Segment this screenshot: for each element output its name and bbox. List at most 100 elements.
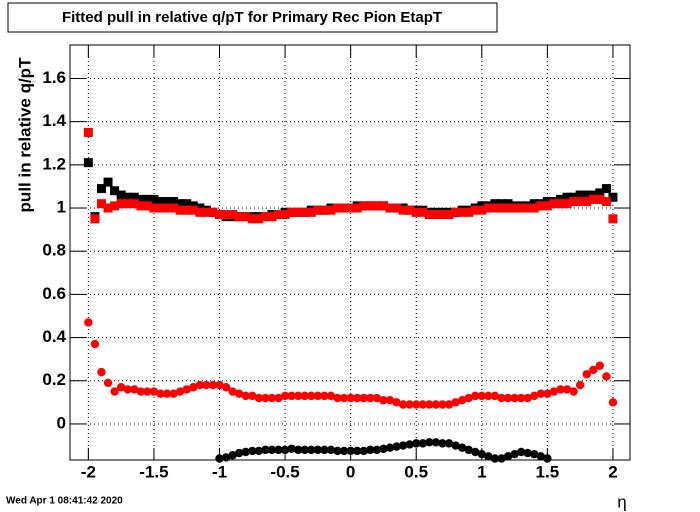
marker: [451, 441, 460, 450]
marker: [103, 378, 113, 388]
marker: [477, 391, 487, 401]
marker: [129, 199, 139, 209]
marker: [280, 445, 290, 455]
marker: [477, 205, 487, 215]
marker: [123, 385, 132, 394]
marker: [339, 393, 349, 403]
marker: [110, 201, 120, 211]
marker: [201, 207, 211, 217]
marker: [569, 387, 578, 396]
marker: [215, 380, 224, 390]
marker: [202, 380, 211, 390]
marker: [149, 203, 159, 213]
marker: [221, 209, 231, 219]
marker: [123, 192, 133, 202]
marker: [582, 190, 592, 200]
marker: [208, 207, 218, 217]
marker: [353, 393, 362, 403]
marker: [438, 400, 447, 409]
marker: [221, 383, 231, 392]
marker: [96, 199, 106, 209]
marker: [339, 203, 349, 213]
marker: [595, 194, 605, 204]
marker: [379, 395, 388, 405]
y-tick-label: 1.6: [42, 68, 66, 87]
marker: [280, 391, 290, 401]
marker: [457, 395, 467, 405]
marker: [116, 190, 126, 200]
marker: [333, 446, 342, 456]
x-tick-label: -1.5: [139, 462, 168, 481]
marker: [254, 214, 264, 224]
marker: [319, 205, 329, 215]
marker: [188, 205, 198, 215]
marker: [155, 203, 165, 213]
marker: [530, 391, 539, 401]
marker: [575, 190, 585, 200]
marker: [543, 389, 552, 398]
marker: [326, 391, 336, 401]
marker: [339, 446, 349, 456]
y-axis-label: pull in relative q/pT: [15, 57, 34, 213]
marker: [516, 393, 526, 403]
marker: [366, 393, 375, 403]
marker: [398, 441, 408, 450]
x-tick-label: 1.5: [536, 462, 560, 481]
marker: [438, 439, 447, 448]
marker: [484, 452, 493, 461]
x-tick-label: -0.5: [270, 462, 299, 481]
marker: [136, 194, 146, 204]
marker: [97, 367, 106, 377]
marker: [523, 203, 533, 213]
marker: [503, 393, 513, 403]
marker: [412, 400, 421, 409]
x-tick-label: -2: [81, 462, 96, 481]
marker: [608, 398, 618, 407]
x-axis-label: η: [617, 492, 626, 511]
marker: [274, 445, 283, 455]
marker: [418, 439, 427, 448]
marker: [313, 391, 323, 401]
marker: [555, 199, 565, 209]
marker: [90, 214, 100, 224]
marker: [608, 192, 618, 202]
marker: [490, 203, 500, 213]
marker: [254, 446, 264, 456]
marker: [490, 454, 500, 463]
marker: [175, 199, 185, 209]
marker: [556, 385, 565, 394]
marker: [575, 380, 585, 390]
marker: [542, 201, 552, 211]
x-tick-label: 2: [608, 462, 617, 481]
marker: [412, 439, 421, 448]
marker: [529, 203, 539, 213]
marker: [142, 194, 152, 204]
marker: [320, 445, 329, 455]
marker: [326, 445, 336, 455]
marker: [352, 203, 362, 213]
marker: [601, 184, 611, 194]
marker: [418, 400, 427, 409]
marker: [195, 207, 205, 217]
marker: [287, 444, 296, 453]
marker: [182, 205, 192, 215]
marker: [182, 199, 192, 209]
marker: [307, 445, 316, 455]
marker: [437, 209, 447, 219]
marker: [418, 207, 428, 217]
marker: [510, 203, 520, 213]
marker: [228, 209, 238, 219]
marker: [497, 393, 506, 403]
marker: [103, 177, 113, 187]
marker: [510, 449, 519, 459]
marker: [471, 391, 480, 401]
x-tick-label: 1: [477, 462, 486, 481]
marker: [300, 445, 309, 455]
marker: [490, 391, 500, 401]
marker: [424, 209, 434, 219]
marker: [136, 201, 146, 211]
marker: [313, 445, 323, 455]
marker: [169, 389, 178, 398]
marker: [464, 207, 474, 217]
